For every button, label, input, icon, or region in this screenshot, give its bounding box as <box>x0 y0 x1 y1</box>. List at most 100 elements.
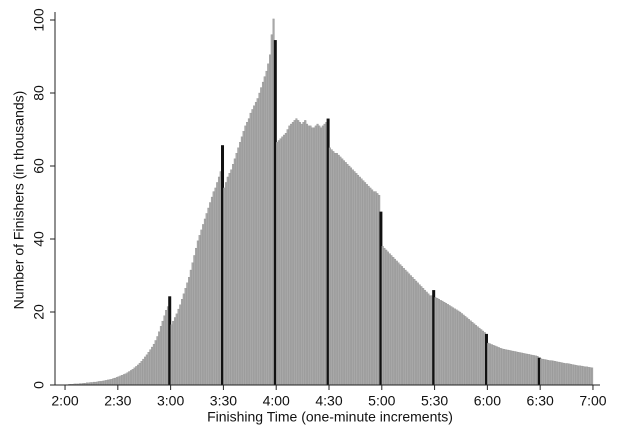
bar <box>115 377 118 386</box>
bar <box>332 151 335 386</box>
bar <box>411 277 414 386</box>
bar <box>335 153 338 386</box>
bar <box>372 191 375 386</box>
bar <box>149 349 152 386</box>
bar <box>302 122 305 386</box>
bar <box>557 361 560 386</box>
bar <box>263 76 266 386</box>
bar <box>184 288 187 386</box>
bar <box>548 360 551 386</box>
bar <box>466 317 469 386</box>
bar <box>119 375 122 386</box>
bar <box>304 120 307 386</box>
bar <box>439 300 442 386</box>
bar <box>277 140 280 386</box>
bar <box>173 317 177 386</box>
y-tick-label: 20 <box>31 304 47 320</box>
bar <box>321 125 324 386</box>
bar <box>573 364 576 386</box>
bar <box>525 353 528 386</box>
bar <box>552 360 555 386</box>
bar <box>452 307 455 386</box>
bar <box>244 125 247 386</box>
bar <box>129 370 133 386</box>
bar <box>513 351 516 386</box>
bar <box>348 165 351 386</box>
bar <box>453 308 456 386</box>
bar <box>186 282 189 386</box>
bar <box>114 377 117 386</box>
bar <box>307 125 310 386</box>
bar <box>251 109 254 386</box>
bar <box>409 275 412 386</box>
bar <box>290 123 293 386</box>
bar <box>342 160 345 386</box>
bar <box>313 127 316 386</box>
bar <box>98 381 101 386</box>
bar <box>228 173 231 386</box>
bar <box>388 253 391 386</box>
bar <box>504 349 507 386</box>
bar <box>582 366 585 386</box>
bar <box>517 351 520 386</box>
highlight-bar <box>432 290 436 385</box>
bar <box>481 330 485 386</box>
bar <box>392 257 395 386</box>
bar <box>589 367 592 386</box>
bar <box>117 376 120 386</box>
bar <box>355 173 358 386</box>
bar <box>510 350 513 386</box>
bar <box>144 356 147 386</box>
bar <box>232 164 235 386</box>
bar <box>503 349 506 386</box>
bar <box>385 249 388 386</box>
bar <box>140 361 143 386</box>
bar <box>376 193 379 386</box>
bar <box>561 362 564 386</box>
bar <box>520 352 523 386</box>
bar <box>591 367 594 386</box>
bar <box>443 301 446 386</box>
bar <box>423 289 426 386</box>
bar <box>223 187 226 386</box>
bar <box>395 260 398 386</box>
bar <box>214 187 217 386</box>
bar <box>260 87 263 386</box>
bar <box>575 365 578 386</box>
bar <box>100 381 103 386</box>
bar <box>193 255 196 386</box>
bar <box>128 371 131 386</box>
bar <box>253 105 256 386</box>
bar <box>142 358 145 386</box>
bar <box>476 326 479 386</box>
bar <box>188 277 191 386</box>
bar <box>246 122 249 386</box>
bar <box>444 303 448 386</box>
bar <box>297 120 300 386</box>
bar <box>242 131 245 386</box>
bar <box>508 350 511 386</box>
bar <box>265 70 268 386</box>
bar <box>571 364 574 386</box>
bar <box>469 320 472 386</box>
bar <box>203 218 206 386</box>
bar <box>122 374 126 386</box>
highlight-bar <box>168 296 172 385</box>
bar <box>341 158 344 386</box>
bar <box>555 361 558 386</box>
bar <box>471 322 474 386</box>
bar <box>182 293 185 386</box>
bar <box>415 280 418 386</box>
bar <box>300 123 303 386</box>
bar <box>291 122 294 386</box>
bar <box>314 125 317 386</box>
bar <box>239 142 242 386</box>
bar <box>406 271 409 386</box>
x-tick-label: 2:30 <box>104 393 131 409</box>
bar <box>564 363 567 386</box>
y-tick-label: 40 <box>31 231 47 247</box>
bar <box>547 360 550 386</box>
bar <box>212 191 215 386</box>
highlight-bar <box>326 118 330 386</box>
bar <box>279 138 282 386</box>
